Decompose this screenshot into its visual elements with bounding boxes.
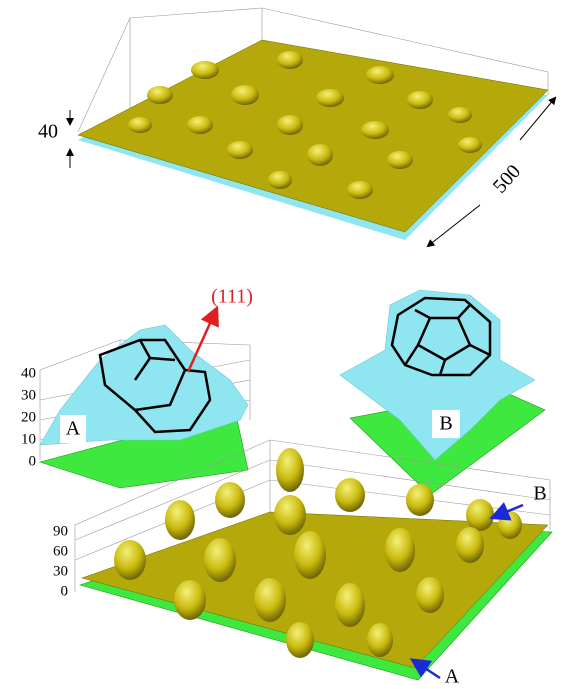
bump [286, 622, 314, 658]
bump [335, 583, 365, 627]
surface [78, 40, 548, 232]
bump [347, 181, 373, 199]
bump [416, 577, 444, 613]
inset-b: B [340, 290, 545, 495]
bump [174, 580, 206, 620]
bump [448, 107, 472, 123]
bump [361, 121, 389, 139]
tick-label: 30 [21, 387, 36, 403]
bump [316, 89, 344, 107]
bump [406, 484, 434, 516]
top-plot: 40 500 [38, 8, 555, 246]
bump [407, 91, 433, 109]
tick-label: 40 [21, 365, 36, 381]
bump [187, 116, 213, 134]
bump [456, 527, 484, 563]
bump [128, 117, 152, 133]
label: A [66, 418, 81, 440]
bump [366, 66, 394, 84]
bump [458, 137, 482, 153]
bump [274, 495, 306, 535]
bump [204, 538, 236, 582]
bump [276, 448, 304, 492]
marker-a: A [445, 666, 460, 688]
bump [231, 85, 259, 105]
tick-label: 10 [21, 431, 36, 447]
bump [466, 499, 494, 531]
bump [254, 578, 286, 622]
tick-label: 30 [53, 563, 68, 579]
arrow [428, 205, 480, 246]
bump [114, 540, 146, 580]
tick-label: 20 [21, 409, 36, 425]
direction-label: (111) [211, 286, 253, 308]
bump [215, 482, 245, 518]
figure: 40 500 (111) A 0 10 20 30 40 B 0 30 60 90 B A [0, 0, 572, 689]
label: B [439, 413, 452, 435]
bump [147, 86, 173, 104]
tick-label: 0 [61, 583, 69, 599]
height-label: 40 [38, 121, 58, 143]
bump [385, 528, 415, 572]
bump [277, 115, 303, 135]
marker-b: B [533, 483, 546, 505]
bump [307, 144, 333, 166]
bump [335, 478, 365, 512]
bump [227, 141, 253, 159]
bump [268, 171, 292, 189]
tick-label: 60 [53, 543, 68, 559]
bump [191, 61, 219, 79]
tick-label: 90 [53, 523, 68, 539]
bump [367, 623, 393, 657]
bump [387, 151, 413, 169]
bump [277, 51, 303, 69]
inset-a: (111) A 0 10 20 30 40 [21, 286, 253, 488]
bump [294, 531, 326, 579]
size-label: 500 [489, 161, 525, 198]
bump [165, 500, 195, 540]
tick-label: 0 [29, 453, 37, 469]
